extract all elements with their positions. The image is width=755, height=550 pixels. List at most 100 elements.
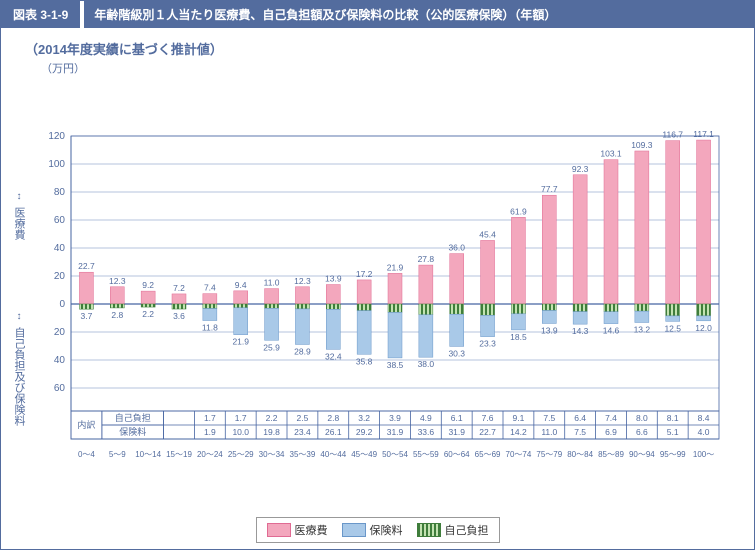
bar-self [542, 304, 556, 310]
bar-self [357, 304, 371, 311]
bar-below-label: 11.8 [202, 323, 218, 333]
legend-swatch-insurance [342, 523, 366, 537]
bar-self [110, 304, 124, 308]
chart-area: 02040608010012020406022.73.712.32.89.22.… [33, 71, 733, 501]
bar-self [635, 304, 649, 311]
x-category-label: 80～84 [567, 450, 593, 459]
x-category-label: 65～69 [475, 450, 501, 459]
y-tick-label: 40 [54, 355, 66, 366]
table-value-self: 7.6 [482, 413, 494, 423]
x-category-label: 60～64 [444, 450, 470, 459]
table-value-self: 3.2 [358, 413, 370, 423]
bar-medical-label: 7.4 [204, 283, 216, 293]
table-value-ins: 19.8 [263, 427, 280, 437]
side-label-medical-text: 医療費 [13, 207, 25, 240]
bar-medical-label: 109.3 [631, 140, 653, 150]
bar-medical-label: 9.2 [142, 280, 154, 290]
chart-svg: 02040608010012020406022.73.712.32.89.22.… [33, 71, 733, 501]
x-category-label: 95～99 [660, 450, 686, 459]
bar-medical [450, 254, 464, 304]
table-value-self: 1.7 [204, 413, 216, 423]
bar-medical [635, 151, 649, 304]
y-tick-label: 100 [48, 159, 65, 170]
title-bar: 図表 3-1-9 年齢階級別１人当たり医療費、自己負担額及び保険料の比較（公的医… [1, 1, 754, 27]
bar-insurance [265, 308, 279, 340]
table-value-self: 9.1 [513, 413, 525, 423]
bar-medical [666, 141, 680, 304]
table-value-self: 8.1 [667, 413, 679, 423]
bar-self [326, 304, 340, 309]
bar-medical-label: 103.1 [600, 149, 622, 159]
x-category-label: 90～94 [629, 450, 655, 459]
x-category-label: 10～14 [135, 450, 161, 459]
bar-insurance [234, 308, 248, 335]
bar-medical-label: 92.3 [572, 164, 589, 174]
y-tick-label: 20 [54, 327, 66, 338]
bar-insurance [481, 315, 495, 336]
bar-medical [697, 140, 711, 304]
bar-medical-label: 36.0 [448, 243, 465, 253]
bar-below-label: 21.9 [232, 337, 249, 347]
legend-item-insurance: 保険料 [342, 522, 403, 538]
bar-medical-label: 22.7 [78, 261, 95, 271]
bar-below-label: 28.9 [294, 346, 311, 356]
bar-self [697, 304, 711, 316]
bar-medical [295, 287, 309, 304]
table-value-ins: 6.9 [605, 427, 617, 437]
bar-medical-label: 11.0 [264, 278, 280, 288]
bar-medical [481, 240, 495, 304]
bar-below-label: 13.2 [634, 324, 651, 334]
bar-insurance [295, 309, 309, 345]
bar-below-label: 3.6 [173, 311, 185, 321]
bar-self [172, 304, 186, 309]
x-category-label: 40～44 [320, 450, 346, 459]
table-value-self: 2.2 [266, 413, 278, 423]
table-value-ins: 5.1 [667, 427, 679, 437]
bar-self [141, 304, 155, 307]
bar-medical [511, 217, 525, 304]
table-value-self: 8.0 [636, 413, 648, 423]
table-value-ins: 14.2 [510, 427, 527, 437]
bar-insurance [203, 308, 217, 320]
bar-medical-label: 12.3 [109, 276, 126, 286]
x-category-label: 50～54 [382, 450, 408, 459]
legend-item-self: 自己負担 [417, 522, 489, 538]
table-value-ins: 7.5 [574, 427, 586, 437]
table-value-ins: 33.6 [418, 427, 435, 437]
x-category-label: 45～49 [351, 450, 377, 459]
bar-self [265, 304, 279, 308]
bar-medical-label: 17.2 [356, 269, 373, 279]
bar-insurance [511, 314, 525, 330]
x-category-label: 100～ [693, 450, 714, 459]
table-value-self: 8.4 [698, 413, 710, 423]
bar-medical-label: 9.4 [235, 280, 247, 290]
bar-insurance [542, 310, 556, 323]
table-value-self: 6.4 [574, 413, 586, 423]
bar-medical [234, 291, 248, 304]
x-category-label: 55～59 [413, 450, 439, 459]
bar-below-label: 38.0 [418, 359, 435, 369]
bar-medical-label: 27.8 [418, 254, 435, 264]
y-tick-label: 60 [54, 215, 66, 226]
bar-self [234, 304, 248, 308]
bar-below-label: 12.5 [664, 323, 681, 333]
bar-self [450, 304, 464, 314]
bar-below-label: 3.7 [81, 311, 93, 321]
bar-medical-label: 45.4 [479, 229, 496, 239]
bar-below-label: 32.4 [325, 351, 342, 361]
table-value-self: 6.1 [451, 413, 463, 423]
bar-insurance [666, 316, 680, 321]
legend: 医療費 保険料 自己負担 [256, 517, 500, 543]
legend-item-medical: 医療費 [267, 522, 328, 538]
y-tick-label: 20 [54, 271, 66, 282]
bar-medical [388, 273, 402, 304]
bar-below-label: 30.3 [448, 348, 465, 358]
y-tick-label: 60 [54, 383, 66, 394]
legend-label-medical: 医療費 [295, 522, 328, 538]
table-value-ins: 31.9 [387, 427, 404, 437]
table-value-self: 7.4 [605, 413, 617, 423]
table-value-self: 7.5 [543, 413, 555, 423]
side-label-medical: ↕ 医療費 [3, 191, 25, 240]
bar-medical [419, 265, 433, 304]
bar-below-label: 13.9 [541, 325, 558, 335]
